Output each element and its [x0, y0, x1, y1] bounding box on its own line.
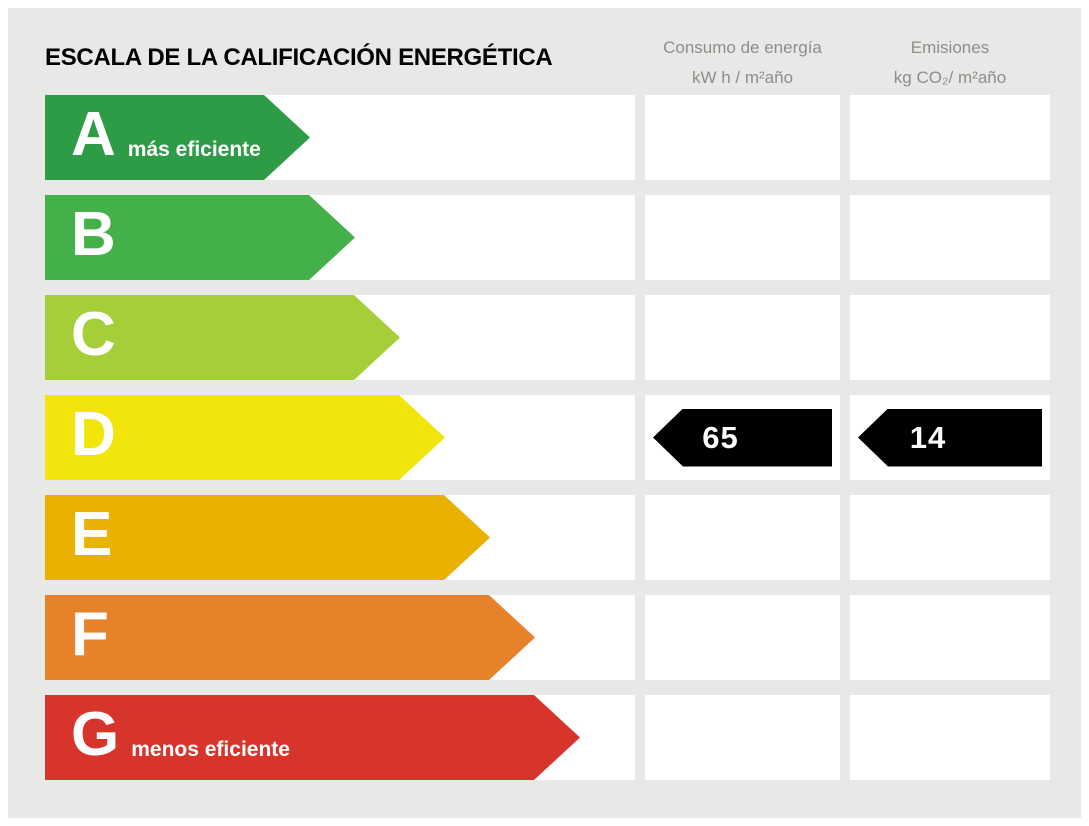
rating-band: F — [45, 595, 635, 680]
rating-row: B — [45, 195, 1050, 280]
rating-letter: C — [71, 299, 116, 369]
rating-row: D 65 14 — [45, 395, 1050, 480]
rating-arrow: C — [45, 295, 400, 380]
rating-band: A más eficiente — [45, 95, 635, 180]
emissions-cell — [850, 495, 1050, 580]
consumption-cell — [645, 95, 840, 180]
emissions-header-line1: Emisiones — [910, 38, 990, 57]
rating-letter: F — [71, 599, 109, 669]
consumption-header-line2: kW h / m²año — [691, 67, 794, 87]
rating-arrow: G menos eficiente — [45, 695, 580, 780]
rating-letter: A — [71, 99, 116, 169]
consumption-value: 65 — [702, 419, 739, 455]
header: ESCALA DE LA CALIFICACIÓN ENERGÉTICA Con… — [45, 8, 1050, 95]
consumption-cell — [645, 595, 840, 680]
rating-band: G menos eficiente — [45, 695, 635, 780]
emissions-header-line2: kg CO₂/ m²año — [893, 67, 1007, 87]
value-pointer-consumption: 65 — [653, 408, 832, 467]
rating-letter: G — [71, 699, 120, 769]
rating-letter: E — [71, 499, 113, 569]
energy-scale-panel: ESCALA DE LA CALIFICACIÓN ENERGÉTICA Con… — [8, 8, 1081, 818]
consumption-cell — [645, 295, 840, 380]
rating-row: C — [45, 295, 1050, 380]
rating-row: F — [45, 595, 1050, 680]
rating-row: E — [45, 495, 1050, 580]
rating-band: B — [45, 195, 635, 280]
consumption-header: Consumo de energía kW h / m²año — [645, 32, 840, 95]
emissions-cell — [850, 695, 1050, 780]
rating-band: E — [45, 495, 635, 580]
rating-row: G menos eficiente — [45, 695, 1050, 780]
rating-arrow: B — [45, 195, 355, 280]
rating-label: menos eficiente — [131, 737, 290, 761]
emissions-cell — [850, 295, 1050, 380]
consumption-header-line1: Consumo de energía — [663, 38, 822, 57]
rating-arrow: F — [45, 595, 535, 680]
rating-rows: A más eficiente B — [45, 95, 1050, 780]
rating-arrow: A más eficiente — [45, 95, 310, 180]
rating-letter: B — [71, 199, 116, 269]
emissions-cell — [850, 95, 1050, 180]
consumption-cell — [645, 195, 840, 280]
consumption-cell: 65 — [645, 395, 840, 480]
value-pointer-emissions: 14 — [858, 408, 1042, 467]
rating-row: A más eficiente — [45, 95, 1050, 180]
rating-label: más eficiente — [127, 137, 261, 161]
rating-band: D — [45, 395, 635, 480]
rating-band: C — [45, 295, 635, 380]
rating-arrow: E — [45, 495, 490, 580]
rating-arrow: D — [45, 395, 445, 480]
rating-letter: D — [71, 399, 116, 469]
consumption-cell — [645, 695, 840, 780]
consumption-cell — [645, 495, 840, 580]
emissions-cell — [850, 195, 1050, 280]
emissions-cell: 14 — [850, 395, 1050, 480]
emissions-cell — [850, 595, 1050, 680]
emissions-value: 14 — [909, 419, 947, 455]
emissions-header: Emisiones kg CO₂/ m²año — [850, 32, 1050, 95]
page-title: ESCALA DE LA CALIFICACIÓN ENERGÉTICA — [45, 44, 553, 71]
